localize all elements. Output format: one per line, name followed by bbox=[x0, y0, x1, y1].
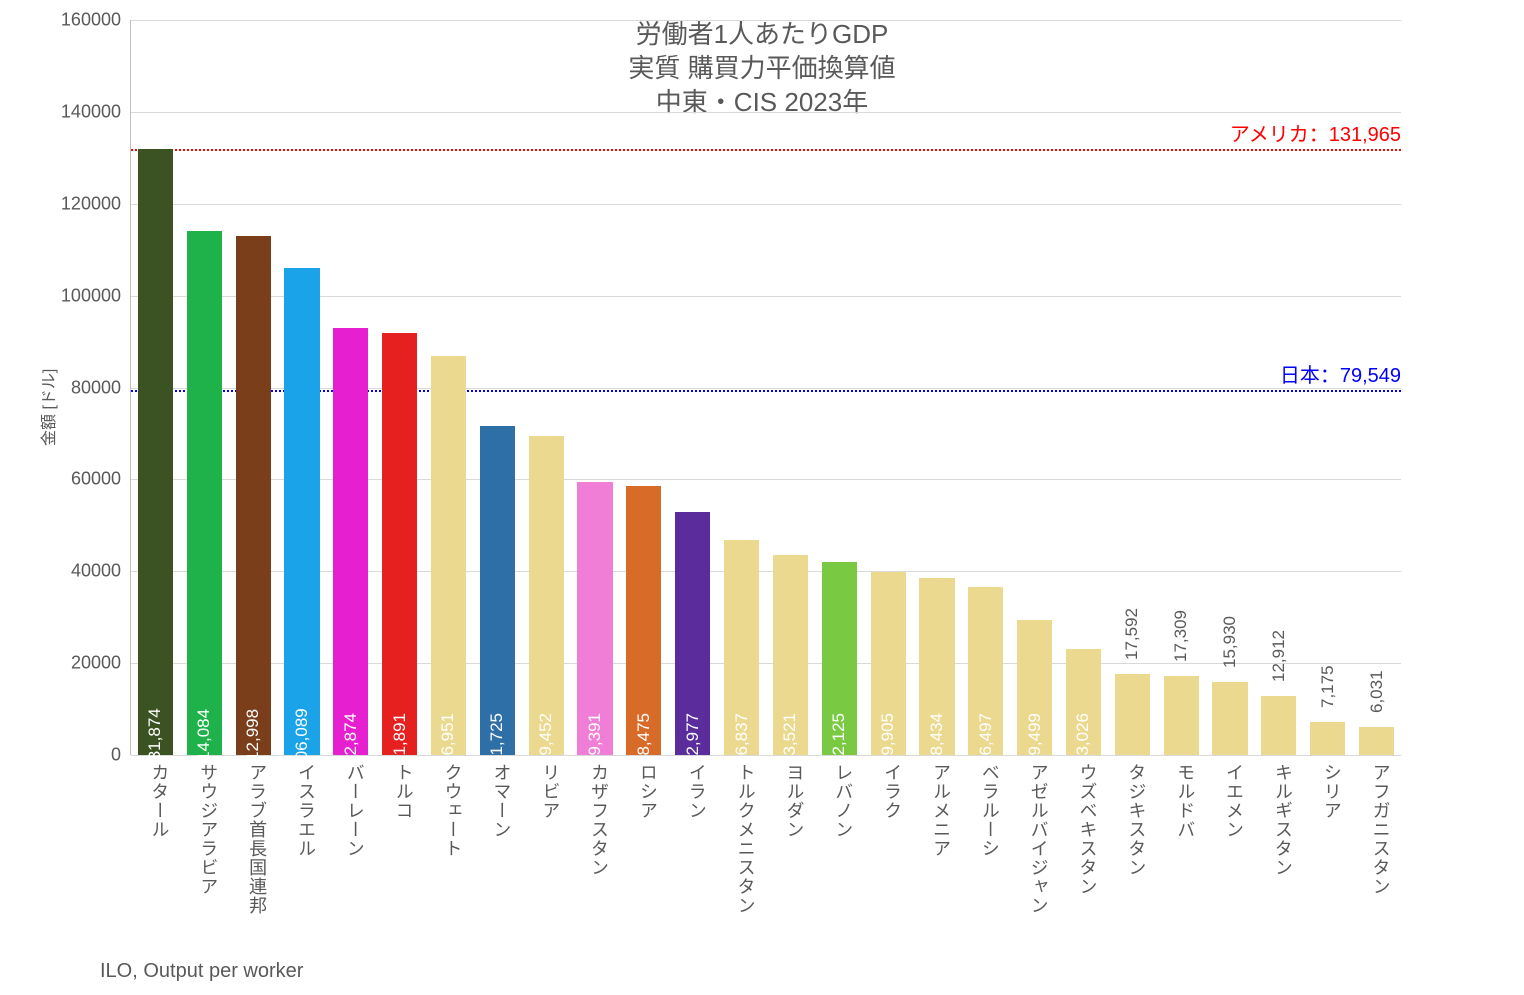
bar: 69,452 bbox=[529, 436, 564, 755]
bar-value-label: 7,175 bbox=[1318, 666, 1338, 709]
bar: 17,309 bbox=[1164, 676, 1199, 756]
bar-value-label: 17,309 bbox=[1171, 610, 1191, 662]
bar: 91,891 bbox=[382, 333, 417, 755]
x-category-label: カザフスタン bbox=[586, 763, 612, 877]
y-axis-title: 金額 [ドル] bbox=[35, 369, 59, 446]
bar: 17,592 bbox=[1115, 674, 1150, 755]
bar-value-label: 39,905 bbox=[878, 713, 898, 765]
y-tick-label: 60000 bbox=[71, 469, 121, 490]
x-category-label: イラク bbox=[879, 763, 905, 820]
x-category-label: タジキスタン bbox=[1123, 763, 1149, 877]
x-category-label: トルクメニスタン bbox=[733, 763, 759, 915]
bar-value-label: 42,125 bbox=[829, 713, 849, 765]
x-category-label: シリア bbox=[1319, 763, 1345, 820]
x-category-label: アフガニスタン bbox=[1368, 763, 1394, 896]
bar-value-label: 131,874 bbox=[145, 708, 165, 769]
x-category-label: サウジアラビア bbox=[195, 763, 221, 896]
x-category-label: アラブ首長国連邦 bbox=[244, 763, 270, 915]
bar: 92,874 bbox=[333, 328, 368, 755]
bar-value-label: 112,998 bbox=[243, 709, 263, 769]
y-tick-label: 80000 bbox=[71, 377, 121, 398]
bar: 15,930 bbox=[1212, 682, 1247, 755]
bar-value-label: 59,391 bbox=[585, 713, 605, 765]
x-category-label: ウズベキスタン bbox=[1075, 763, 1101, 896]
bar: 38,434 bbox=[919, 578, 954, 755]
bar: 131,874 bbox=[138, 149, 173, 755]
x-category-label: オマーン bbox=[488, 763, 514, 839]
bar: 39,905 bbox=[871, 572, 906, 755]
bar: 59,391 bbox=[577, 482, 612, 755]
bar-value-label: 92,874 bbox=[341, 713, 361, 765]
footnote: ILO, Output per worker bbox=[100, 960, 303, 983]
bar-value-label: 114,084 bbox=[194, 709, 214, 769]
bar: 114,084 bbox=[187, 231, 222, 755]
x-category-label: クウェート bbox=[440, 763, 466, 858]
gridline bbox=[131, 755, 1401, 756]
bar-value-label: 6,031 bbox=[1367, 671, 1387, 714]
bar: 52,977 bbox=[675, 512, 710, 755]
x-category-label: アルメニア bbox=[928, 763, 954, 858]
x-category-label: イエメン bbox=[1221, 763, 1247, 839]
y-tick-label: 140000 bbox=[61, 101, 121, 122]
x-category-label: レバノン bbox=[830, 763, 856, 839]
bar-value-label: 71,725 bbox=[487, 713, 507, 765]
x-category-label: キルギスタン bbox=[1270, 763, 1296, 877]
bar-value-label: 43,521 bbox=[780, 713, 800, 765]
bar: 106,089 bbox=[284, 268, 319, 755]
bar-value-label: 38,434 bbox=[927, 713, 947, 765]
y-tick-label: 120000 bbox=[61, 193, 121, 214]
bar: 12,912 bbox=[1261, 696, 1296, 755]
bar: 46,837 bbox=[724, 540, 759, 755]
bar-value-label: 17,592 bbox=[1122, 608, 1142, 660]
bar-value-label: 36,497 bbox=[976, 713, 996, 765]
bar: 36,497 bbox=[968, 587, 1003, 755]
bar-value-label: 58,475 bbox=[634, 713, 654, 765]
bar-value-label: 15,930 bbox=[1220, 616, 1240, 668]
chart-root: 労働者1人あたりGDP実質 購買力平価換算値中東・CIS 2023年 02000… bbox=[0, 0, 1524, 995]
bar: 71,725 bbox=[480, 426, 515, 755]
bar-value-label: 91,891 bbox=[390, 713, 410, 765]
bar-value-label: 69,452 bbox=[536, 713, 556, 765]
x-category-label: ヨルダン bbox=[781, 763, 807, 839]
x-category-label: リビア bbox=[537, 763, 563, 820]
bar: 86,951 bbox=[431, 356, 466, 755]
x-category-label: イラン bbox=[684, 763, 710, 820]
y-tick-label: 20000 bbox=[71, 653, 121, 674]
bar-value-label: 23,026 bbox=[1073, 713, 1093, 765]
x-category-label: カタール bbox=[146, 763, 172, 839]
plot-area: 0200004000060000800001000001200001400001… bbox=[130, 20, 1401, 755]
x-category-label: ロシア bbox=[635, 763, 661, 820]
bar-value-label: 106,089 bbox=[292, 708, 312, 769]
x-category-label: バーレーン bbox=[342, 763, 368, 858]
bar-value-label: 29,499 bbox=[1025, 713, 1045, 765]
bar: 43,521 bbox=[773, 555, 808, 755]
bar: 7,175 bbox=[1310, 722, 1345, 755]
bars-layer: 131,874カタール114,084サウジアラビア112,998アラブ首長国連邦… bbox=[131, 20, 1401, 755]
bar: 6,031 bbox=[1359, 727, 1394, 755]
bar: 112,998 bbox=[236, 236, 271, 755]
bar-value-label: 52,977 bbox=[683, 713, 703, 765]
y-tick-label: 160000 bbox=[61, 10, 121, 31]
bar: 23,026 bbox=[1066, 649, 1101, 755]
bar-value-label: 86,951 bbox=[438, 713, 458, 765]
x-category-label: トルコ bbox=[391, 763, 417, 820]
bar-value-label: 46,837 bbox=[732, 713, 752, 765]
y-tick-label: 100000 bbox=[61, 285, 121, 306]
bar: 58,475 bbox=[626, 486, 661, 755]
bar: 29,499 bbox=[1017, 620, 1052, 756]
bar-value-label: 12,912 bbox=[1269, 630, 1289, 682]
x-category-label: アゼルバイジャン bbox=[1026, 763, 1052, 915]
x-category-label: ベラルーシ bbox=[977, 763, 1003, 858]
x-category-label: イスラエル bbox=[293, 763, 319, 858]
x-category-label: モルドバ bbox=[1172, 763, 1198, 839]
bar: 42,125 bbox=[822, 562, 857, 756]
y-tick-label: 40000 bbox=[71, 561, 121, 582]
y-tick-label: 0 bbox=[111, 745, 121, 766]
